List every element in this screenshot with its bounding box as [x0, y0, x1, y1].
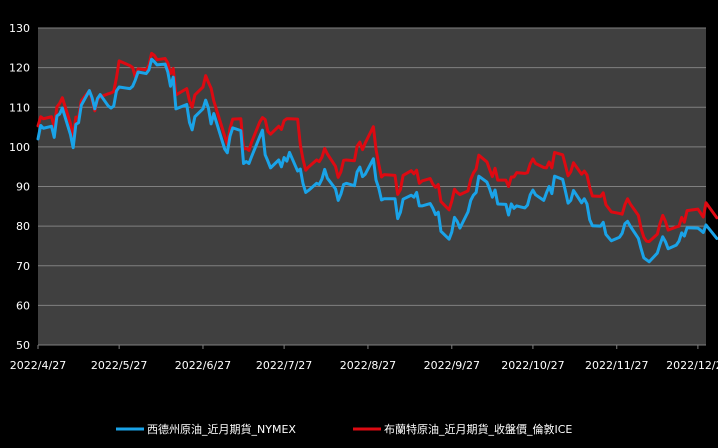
legend-item-wti: 西德州原油_近月期貨_NYMEX	[116, 422, 296, 436]
x-tick-label: 2022/6/27	[175, 359, 231, 372]
y-tick-label: 80	[16, 220, 30, 233]
y-tick-label: 50	[16, 339, 30, 352]
y-tick-label: 120	[9, 62, 30, 75]
series-line-wti	[36, 57, 718, 264]
x-tick-label: 2022/5/27	[91, 359, 147, 372]
gridlines	[38, 27, 706, 346]
y-tick-label: 70	[16, 260, 30, 273]
x-tick-label: 2022/7/27	[256, 359, 312, 372]
data-series	[36, 51, 718, 264]
y-tick-label: 60	[16, 299, 30, 312]
x-axis-tick-labels: 2022/4/27 2022/5/27 2022/6/27 2022/7/27 2022…	[10, 345, 718, 372]
x-tick-label: 2022/4/27	[10, 359, 66, 372]
x-tick-label: 2022/8/27	[340, 359, 396, 372]
y-tick-label: 90	[16, 181, 30, 194]
legend-item-brent: 布蘭特原油_近月期貨_收盤價_倫敦ICE	[353, 422, 572, 436]
y-tick-label: 110	[9, 101, 30, 114]
x-tick-label: 2022/10/27	[501, 359, 564, 372]
x-tick-label: 2022/11/27	[585, 359, 648, 372]
legend: 西德州原油_近月期貨_NYMEX 布蘭特原油_近月期貨_收盤價_倫敦ICE	[116, 422, 572, 436]
legend-label-brent: 布蘭特原油_近月期貨_收盤價_倫敦ICE	[384, 422, 572, 436]
x-tick-label: 2022/12/27	[666, 359, 718, 372]
y-axis-tick-labels: 50 60 70 80 90 100 110 120 130	[9, 22, 30, 352]
series-line-brent	[36, 51, 718, 244]
y-tick-label: 130	[9, 22, 30, 35]
legend-label-wti: 西德州原油_近月期貨_NYMEX	[147, 422, 296, 436]
x-tick-label: 2022/9/27	[424, 359, 480, 372]
y-tick-label: 100	[9, 141, 30, 154]
